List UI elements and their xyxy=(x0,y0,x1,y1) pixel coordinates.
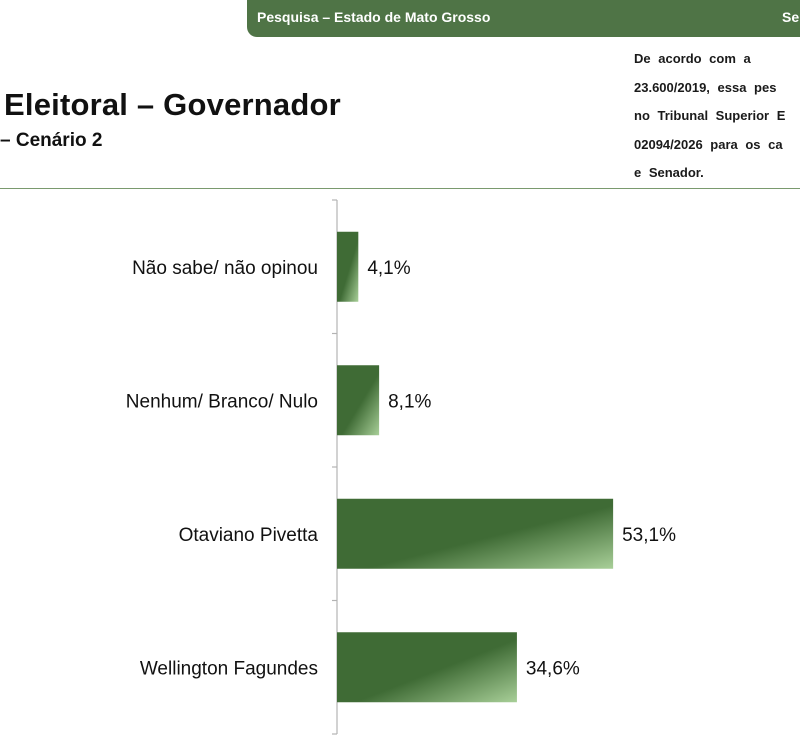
notice-line: e Senador. xyxy=(634,165,704,180)
notice-line: 02094/2026 para os ca xyxy=(634,136,783,152)
data-label: 4,1% xyxy=(367,258,410,279)
header-divider xyxy=(0,188,800,189)
top-banner: Pesquisa – Estado de Mato Grosso Se xyxy=(247,0,800,37)
category-label: Nenhum/ Branco/ Nulo xyxy=(126,391,318,412)
notice-line: 23.600/2019, essa pes xyxy=(634,79,777,95)
category-label: Não sabe/ não opinou xyxy=(132,258,318,279)
page-title: Eleitoral – Governador xyxy=(4,87,341,122)
notice-line: no Tribunal Superior E xyxy=(634,108,786,123)
page-subtitle: – Cenário 2 xyxy=(0,130,103,151)
banner-title: Pesquisa – Estado de Mato Grosso xyxy=(257,9,491,25)
legal-notice: De acordo com a 23.600/2019, essa pes no… xyxy=(634,45,800,188)
category-label: Wellington Fagundes xyxy=(140,658,318,679)
notice-line: De acordo com a xyxy=(634,51,751,66)
banner-right-text: Se xyxy=(782,9,800,25)
bar xyxy=(337,632,517,703)
data-label: 8,1% xyxy=(388,391,431,412)
bar xyxy=(337,365,380,436)
bar xyxy=(337,231,359,302)
bar xyxy=(337,498,614,569)
bar-chart: Não sabe/ não opinou 4,1% Nenhum/ Branco/ … xyxy=(126,199,676,735)
data-label: 34,6% xyxy=(526,658,580,679)
category-label: Otaviano Pivetta xyxy=(179,525,319,546)
data-label: 53,1% xyxy=(622,525,676,546)
